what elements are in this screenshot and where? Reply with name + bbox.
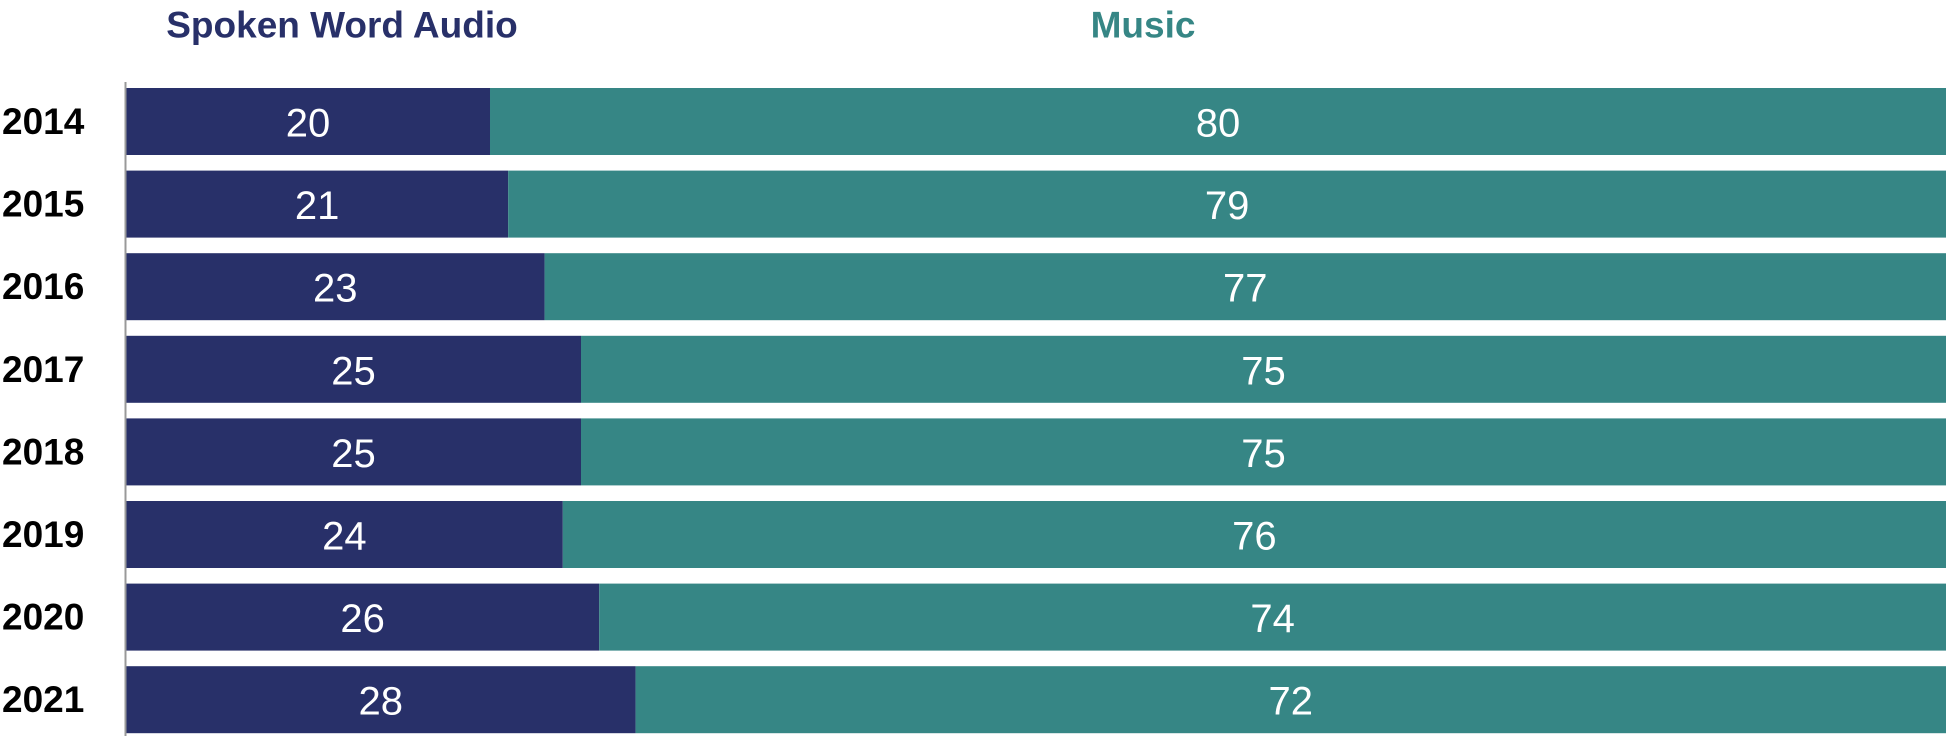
bar-segment [508,170,1947,238]
data-label: 74 [1250,597,1295,641]
y-tick-label: 2016 [2,266,84,307]
y-tick-label: 2021 [2,679,84,720]
data-label: 26 [340,597,385,641]
bar-segment [544,253,1946,321]
data-label: 76 [1232,515,1277,559]
bar-segment [126,583,600,651]
bar-segment [599,583,1947,651]
bar-segment [635,666,1946,734]
data-label: 72 [1269,680,1314,724]
bar-segment [126,253,545,321]
plot-area: 2014 20 80 2015 21 79 2016 23 77 2017 25 75 2018 25 75… [2,5,1947,736]
data-label: 25 [331,432,376,476]
data-label: 20 [286,102,331,146]
legend-label: Music [1091,5,1196,46]
bar-segment [581,418,1946,486]
bar-segment [581,335,1946,403]
bar-segment [126,666,636,734]
data-label: 25 [331,349,376,393]
data-label: 23 [313,267,358,311]
y-tick-label: 2017 [2,349,84,390]
y-tick-label: 2020 [2,597,84,638]
data-label: 79 [1205,184,1250,228]
data-label: 75 [1241,349,1286,393]
data-label: 21 [295,184,340,228]
y-tick-label: 2019 [2,514,84,555]
legend-label: Spoken Word Audio [166,5,517,46]
bar-segment [126,88,490,155]
y-tick-label: 2014 [2,101,85,142]
bar-segment [126,335,581,403]
data-label: 24 [322,515,367,559]
y-tick-label: 2015 [2,184,84,225]
data-label: 75 [1241,432,1286,476]
bar-segment [562,501,1946,568]
data-label: 28 [359,680,404,724]
bar-segment [490,88,1946,155]
bar-segment [126,418,581,486]
data-label: 80 [1196,102,1241,146]
data-label: 77 [1223,267,1268,311]
bar-segment [126,501,563,568]
bar-segment [126,170,509,238]
y-tick-label: 2018 [2,431,84,472]
